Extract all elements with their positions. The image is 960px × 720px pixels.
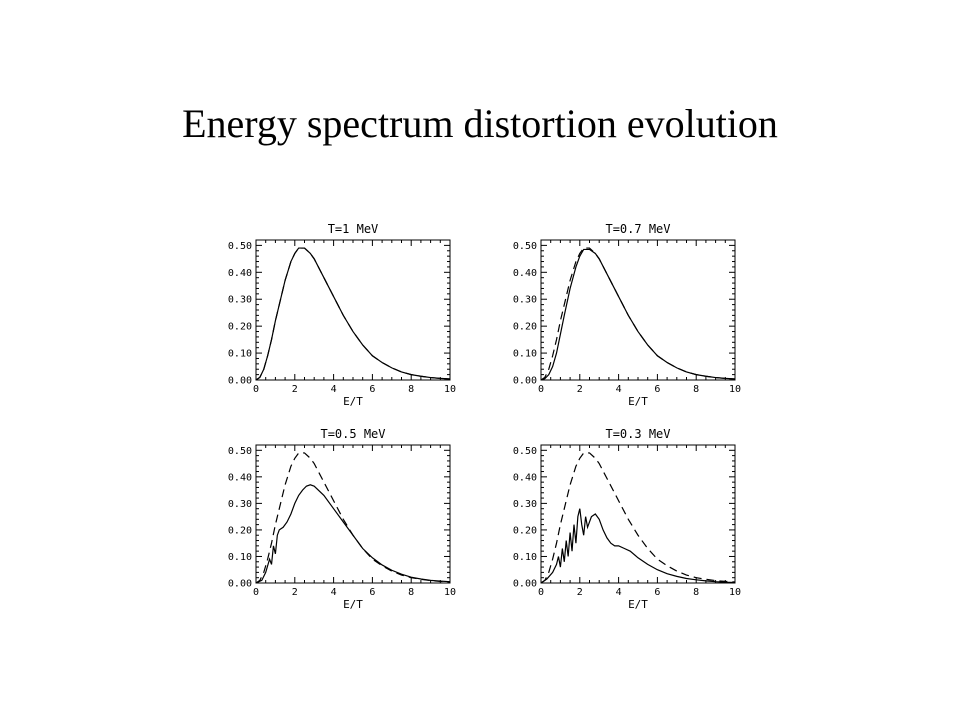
panel-title: T=1 MeV	[328, 222, 379, 236]
solid-series-line	[256, 247, 450, 380]
plot-frame	[540, 239, 736, 381]
plot-frame	[255, 239, 451, 381]
y-tick-label: 0.00	[513, 376, 537, 387]
solid-series-line	[541, 508, 735, 583]
y-tick-label: 0.50	[228, 446, 252, 457]
x-tick-label: 4	[616, 384, 622, 395]
x-tick-label: 10	[444, 587, 456, 598]
dashed-series-line	[541, 452, 735, 583]
y-tick-label: 0.40	[513, 268, 537, 279]
x-tick-label: 6	[369, 384, 375, 395]
x-tick-label: 2	[292, 587, 298, 598]
y-tick-label: 0.30	[228, 499, 252, 510]
x-tick-label: 0	[538, 384, 544, 395]
x-tick-label: 2	[292, 384, 298, 395]
x-tick-label: 8	[693, 384, 699, 395]
panel-title: T=0.7 MeV	[605, 222, 670, 236]
y-tick-label: 0.10	[513, 349, 537, 360]
solid-series-line	[256, 484, 450, 583]
plot-panel: T=0.5 MeV 0 2 4 6 8 10 0.00 0.10 0.20 0.30 0.40 0.50…	[228, 427, 456, 611]
dashed-series-line	[256, 452, 450, 583]
y-tick-label: 0.20	[228, 525, 252, 536]
x-tick-label: 4	[331, 587, 337, 598]
plot-frame	[255, 444, 451, 584]
y-tick-label: 0.40	[513, 472, 537, 483]
x-tick-label: 0	[253, 587, 259, 598]
x-tick-label: 0	[253, 384, 259, 395]
x-tick-label: 10	[729, 384, 741, 395]
plot-panel: T=0.3 MeV 0 2 4 6 8 10 0.00 0.10 0.20 0.30 0.40 0.50…	[513, 427, 741, 611]
y-tick-label: 0.50	[513, 446, 537, 457]
panel-title: T=0.5 MeV	[320, 427, 385, 441]
y-tick-label: 0.20	[228, 322, 252, 333]
dashed-series-line	[541, 247, 735, 380]
x-tick-label: 2	[577, 384, 583, 395]
x-axis-label: E/T	[628, 395, 648, 408]
y-tick-label: 0.00	[228, 376, 252, 387]
dashed-series-line	[256, 247, 450, 380]
x-axis-label: E/T	[343, 395, 363, 408]
x-axis-label: E/T	[343, 598, 363, 611]
y-tick-label: 0.30	[513, 295, 537, 306]
plot-frame	[540, 444, 736, 584]
y-tick-label: 0.10	[228, 349, 252, 360]
x-tick-label: 10	[444, 384, 456, 395]
y-tick-label: 0.40	[228, 472, 252, 483]
y-tick-label: 0.20	[513, 525, 537, 536]
x-tick-label: 6	[654, 384, 660, 395]
y-tick-label: 0.50	[228, 241, 252, 252]
x-axis-label: E/T	[628, 598, 648, 611]
y-tick-label: 0.30	[228, 295, 252, 306]
x-tick-label: 6	[369, 587, 375, 598]
plot-panel: T=1 MeV 0 2 4 6 8 10 0.00 0.10 0.20 0.30 0.40 0.50 E/…	[228, 222, 456, 408]
y-tick-label: 0.10	[513, 552, 537, 563]
y-tick-label: 0.50	[513, 241, 537, 252]
x-tick-label: 0	[538, 587, 544, 598]
y-tick-label: 0.30	[513, 499, 537, 510]
slide-title: Energy spectrum distortion evolution	[182, 101, 778, 146]
x-tick-label: 10	[729, 587, 741, 598]
y-tick-label: 0.00	[513, 579, 537, 590]
y-tick-label: 0.10	[228, 552, 252, 563]
y-tick-label: 0.20	[513, 322, 537, 333]
x-tick-label: 8	[408, 384, 414, 395]
x-tick-label: 4	[331, 384, 337, 395]
panel-title: T=0.3 MeV	[605, 427, 670, 441]
x-tick-label: 8	[693, 587, 699, 598]
x-tick-label: 8	[408, 587, 414, 598]
x-tick-label: 6	[654, 587, 660, 598]
plot-panel: T=0.7 MeV 0 2 4 6 8 10 0.00 0.10 0.20 0.30 0.40 0.50…	[513, 222, 741, 408]
solid-series-line	[541, 248, 735, 380]
x-tick-label: 2	[577, 587, 583, 598]
y-tick-label: 0.00	[228, 579, 252, 590]
x-tick-label: 4	[616, 587, 622, 598]
y-tick-label: 0.40	[228, 268, 252, 279]
